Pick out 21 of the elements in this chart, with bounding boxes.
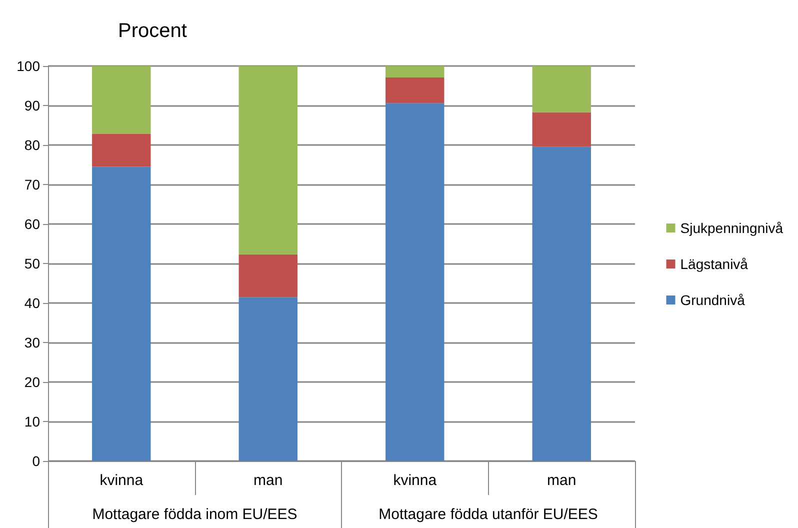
y-tick-label: 40 bbox=[24, 295, 40, 311]
y-tick-label: 20 bbox=[24, 374, 40, 390]
legend-label: Sjukpenningnivå bbox=[680, 220, 784, 236]
x-tick-label: kvinna bbox=[393, 472, 438, 489]
text: Mottagare födda inom EU/EES bbox=[92, 506, 298, 523]
x-tick-label: kvinna bbox=[100, 472, 144, 489]
legend-label: Grundnivå bbox=[680, 292, 746, 308]
y-axis-title: Procent bbox=[118, 20, 188, 42]
y-tick-label: 90 bbox=[24, 98, 40, 114]
y-tick-label: 60 bbox=[24, 216, 40, 232]
y-tick-label: 0 bbox=[32, 453, 40, 469]
y-tick-label: 70 bbox=[24, 176, 40, 192]
x-tick-label: man bbox=[547, 472, 576, 489]
y-tick-label: 100 bbox=[16, 58, 40, 74]
y-tick-label: 50 bbox=[24, 256, 40, 272]
y-tick-label: 30 bbox=[24, 334, 40, 350]
x-tick-label: man bbox=[254, 472, 283, 489]
text: Mottagare födda utanför EU/EES bbox=[378, 506, 598, 523]
y-tick-label: 10 bbox=[24, 414, 40, 430]
y-tick-label: 80 bbox=[24, 137, 40, 153]
legend-label: Lägstanivå bbox=[680, 256, 748, 272]
